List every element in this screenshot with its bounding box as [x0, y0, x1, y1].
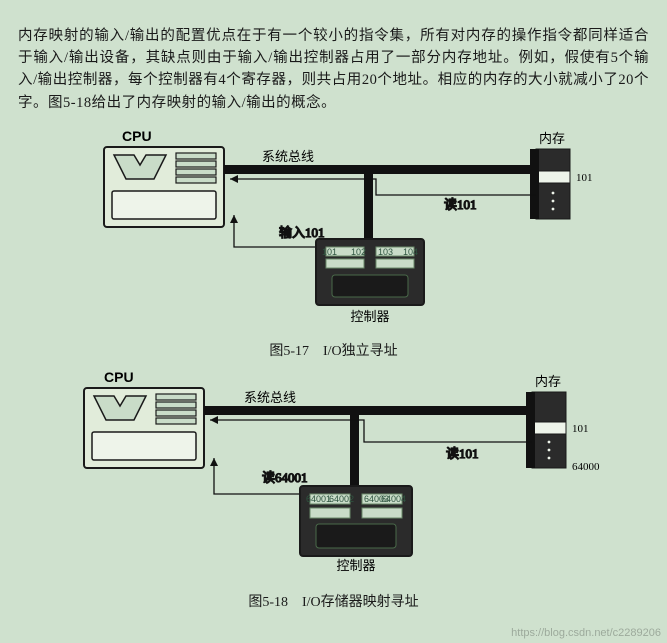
- cpu-label-2: CPU: [104, 370, 134, 385]
- input-101-label: 输入101: [279, 225, 325, 240]
- cpu-block-2: CPU: [84, 370, 204, 468]
- cpu-label: CPU: [122, 129, 152, 144]
- svg-text:101: 101: [322, 247, 337, 257]
- svg-text:103: 103: [378, 247, 393, 257]
- memory-block: 内存 101: [536, 131, 593, 219]
- system-bus-2: 系统总线: [204, 390, 535, 486]
- svg-text:64002: 64002: [328, 494, 353, 504]
- memory-label-2: 内存: [534, 374, 560, 389]
- svg-text:64001: 64001: [306, 494, 331, 504]
- controller-label-2: 控制器: [336, 558, 375, 573]
- bus-label: 系统总线: [262, 149, 314, 164]
- controller-block: 101 102 103 104 控制器: [316, 239, 424, 324]
- intro-paragraph: 内存映射的输入/输出的配置优点在于有一个较小的指令集，所有对内存的操作指令都同样…: [18, 25, 649, 115]
- figure-5-17-caption: 图5-17 I/O独立寻址: [18, 340, 649, 360]
- memory-label: 内存: [538, 131, 564, 146]
- mem-addr-64000: 64000: [572, 461, 600, 473]
- mem-addr-101-b: 101: [572, 423, 589, 435]
- figure-5-18-caption: 图5-18 I/O存储器映射寻址: [18, 591, 649, 611]
- read-101-label-b: 读101: [446, 446, 479, 461]
- read-101-arrow: 读101: [230, 175, 536, 212]
- read-101-arrow-b: 读101: [210, 416, 532, 461]
- memory-block-2: 内存 101 64000: [532, 374, 600, 473]
- bus-label-2: 系统总线: [244, 390, 296, 405]
- controller-block-2: 64001 64002 64003 64004 控制器: [300, 486, 412, 573]
- controller-label: 控制器: [350, 309, 389, 324]
- system-bus: 系统总线: [224, 149, 539, 239]
- figure-5-17: CPU 内存 101: [18, 129, 649, 360]
- svg-text:102: 102: [350, 247, 365, 257]
- watermark: https://blog.csdn.net/c2289206: [511, 627, 661, 639]
- read-64001-label: 读64001: [262, 470, 308, 485]
- svg-text:104: 104: [402, 247, 417, 257]
- cpu-block: CPU: [104, 129, 224, 227]
- read-101-label: 读101: [444, 197, 477, 212]
- svg-text:64004: 64004: [380, 494, 405, 504]
- figure-5-18: CPU 内存 101 64000: [18, 370, 649, 611]
- mem-addr-101: 101: [576, 172, 593, 184]
